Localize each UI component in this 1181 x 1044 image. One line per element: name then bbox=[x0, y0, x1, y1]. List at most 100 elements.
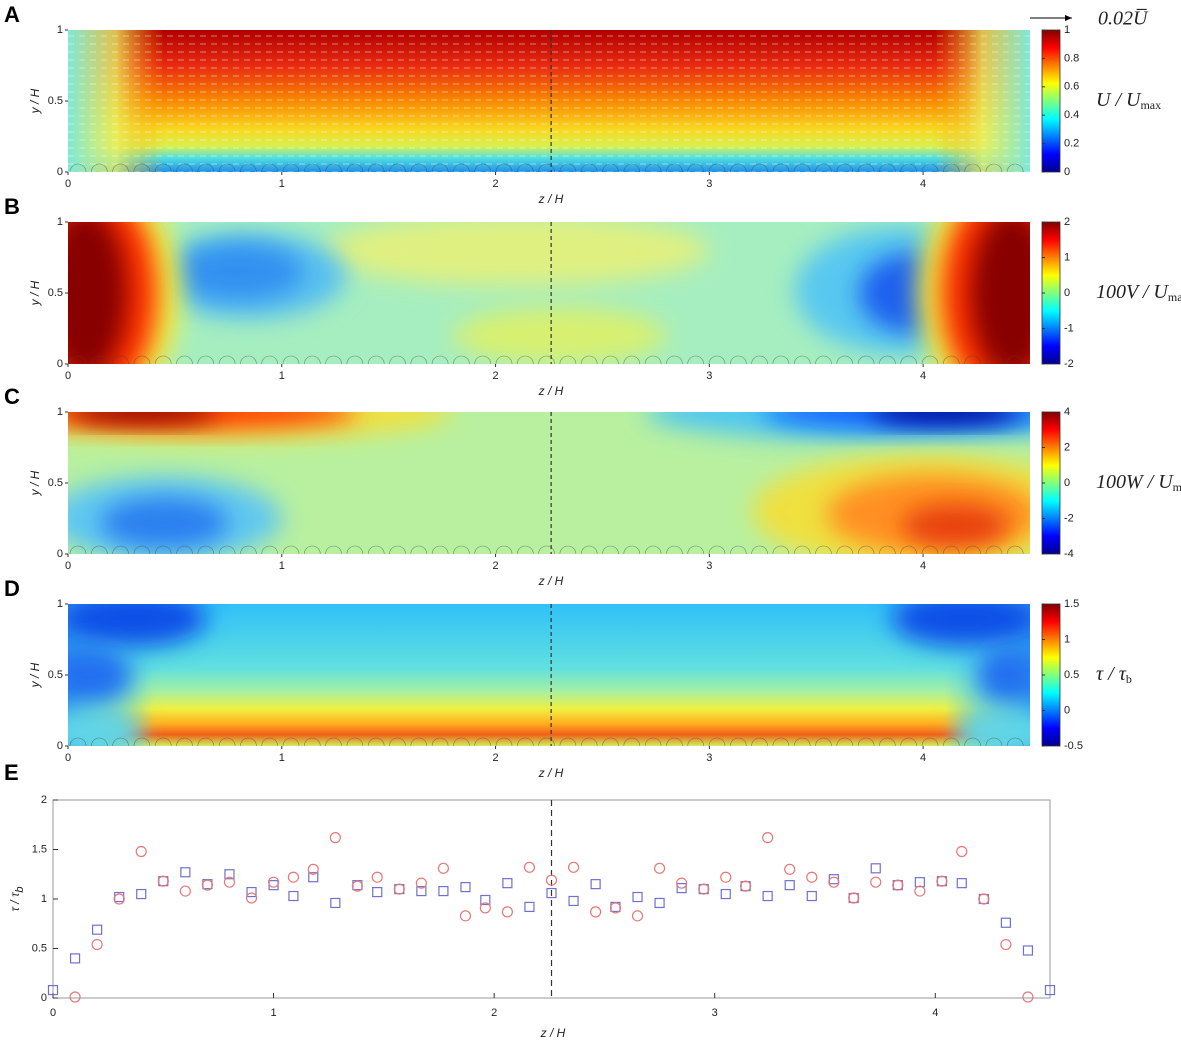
roughness-element bbox=[410, 163, 428, 172]
point bbox=[308, 872, 319, 883]
roughness-element bbox=[346, 545, 364, 554]
field-blob bbox=[970, 222, 1030, 364]
colorbar-tick-label: 1 bbox=[1064, 633, 1070, 645]
roughness-element bbox=[91, 545, 108, 554]
roughness-element bbox=[580, 163, 598, 172]
roughness-element bbox=[879, 737, 896, 746]
roughness-element bbox=[538, 545, 555, 554]
quiver-key: 0.02U̅ bbox=[1098, 8, 1149, 30]
field-blob bbox=[869, 412, 1020, 424]
label-sub: b bbox=[14, 886, 26, 892]
roughness-element bbox=[836, 355, 854, 364]
roughness-element bbox=[751, 737, 768, 746]
roughness-element bbox=[815, 545, 832, 554]
roughness-element bbox=[836, 545, 854, 554]
point bbox=[136, 888, 147, 900]
field-blob bbox=[174, 243, 304, 301]
roughness-element bbox=[69, 545, 87, 554]
point bbox=[180, 867, 191, 878]
roughness-element bbox=[793, 545, 811, 554]
y-tick-label: 0 bbox=[57, 358, 63, 370]
y-tick-label: 0.5 bbox=[48, 669, 63, 681]
roughness-element bbox=[538, 163, 555, 172]
roughness-element bbox=[474, 545, 491, 554]
point bbox=[47, 984, 59, 996]
colorbar-tick-label: 4 bbox=[1064, 406, 1070, 418]
x-tick-label: 0 bbox=[65, 752, 71, 764]
roughness-element bbox=[602, 355, 619, 364]
field-blob bbox=[891, 604, 1030, 647]
roughness-element bbox=[900, 163, 917, 172]
point bbox=[631, 910, 644, 922]
roughness-element bbox=[346, 163, 364, 172]
roughness-element bbox=[772, 163, 790, 172]
roughness-element bbox=[495, 355, 513, 364]
point bbox=[567, 861, 580, 873]
point bbox=[720, 871, 732, 883]
x-tick-label: 1 bbox=[279, 560, 285, 572]
point bbox=[246, 886, 257, 898]
point bbox=[762, 890, 773, 902]
roughness-element bbox=[431, 545, 449, 554]
x-tick-label: 3 bbox=[706, 752, 712, 764]
y-tick-label: 1 bbox=[41, 893, 47, 905]
roughness-element bbox=[687, 163, 704, 172]
x-tick-label: 4 bbox=[920, 560, 926, 572]
roughness-element bbox=[538, 737, 555, 746]
x-tick-label: 1 bbox=[279, 178, 285, 190]
roughness-element bbox=[666, 163, 683, 172]
point bbox=[1000, 917, 1011, 928]
x-tick-label: 1 bbox=[279, 370, 285, 382]
colorbar-tick-label: 0.5 bbox=[1064, 669, 1079, 681]
roughness-element bbox=[985, 355, 1003, 364]
roughness-element bbox=[91, 355, 108, 364]
roughness-element bbox=[453, 545, 470, 554]
point bbox=[784, 863, 796, 875]
roughness-element bbox=[666, 737, 683, 746]
colorbar-tick-label: 0 bbox=[1064, 287, 1070, 299]
point bbox=[69, 991, 81, 1003]
roughness-element bbox=[751, 545, 768, 554]
roughness-element bbox=[857, 545, 875, 554]
roughness-element bbox=[666, 355, 683, 364]
roughness-element bbox=[644, 737, 662, 746]
point bbox=[870, 876, 882, 888]
label-sub: max bbox=[1140, 98, 1161, 112]
roughness-element bbox=[197, 355, 215, 364]
roughness-element bbox=[261, 737, 278, 746]
roughness-element bbox=[154, 545, 172, 554]
roughness-element bbox=[367, 737, 385, 746]
x-tick-label: 4 bbox=[920, 370, 926, 382]
roughness-element bbox=[857, 737, 875, 746]
roughness-element bbox=[325, 737, 342, 746]
roughness-element bbox=[559, 355, 577, 364]
point bbox=[740, 880, 752, 892]
colorbar-label: 100V / Umax bbox=[1096, 281, 1181, 304]
point bbox=[892, 879, 904, 891]
roughness-element bbox=[197, 163, 215, 172]
field-blob bbox=[452, 307, 667, 364]
roughness-element bbox=[730, 163, 747, 172]
roughness-element bbox=[431, 163, 449, 172]
roughness-element bbox=[559, 545, 577, 554]
roughness-element bbox=[261, 355, 278, 364]
field-blob bbox=[68, 412, 218, 424]
point bbox=[546, 887, 557, 899]
point bbox=[545, 874, 558, 886]
roughness-element bbox=[495, 737, 513, 746]
roughness-element bbox=[517, 163, 534, 172]
x-tick-label: 0 bbox=[65, 370, 71, 382]
y-tick-label: 0 bbox=[41, 992, 47, 1004]
point bbox=[848, 892, 860, 904]
roughness-element bbox=[921, 737, 939, 746]
roughness-element bbox=[261, 545, 278, 554]
roughness-element bbox=[879, 163, 896, 172]
roughness-element bbox=[112, 737, 129, 746]
roughness-element bbox=[815, 355, 832, 364]
roughness-element bbox=[282, 163, 300, 172]
field-blob bbox=[901, 504, 1009, 547]
point bbox=[828, 876, 840, 888]
colorbar-tick-label: 0 bbox=[1064, 166, 1070, 178]
field-blob bbox=[324, 222, 710, 286]
point bbox=[245, 892, 258, 904]
